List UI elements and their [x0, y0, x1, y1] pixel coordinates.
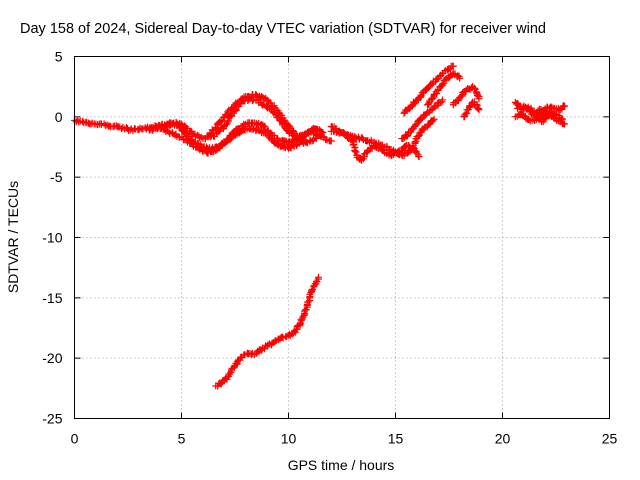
data-marker-run — [551, 104, 563, 114]
label-layer: 0 5 10 15 20 25 5 0 -5 -10 -15 -20 -25 — [42, 49, 617, 447]
data-marker-run — [297, 307, 309, 323]
data-marker-run — [405, 124, 417, 136]
data-point — [561, 120, 569, 128]
series-trace-d — [203, 91, 325, 147]
series-trace-n — [513, 102, 566, 126]
y-tick-label: -20 — [42, 350, 62, 366]
series-trace-i — [424, 69, 464, 109]
data-point — [475, 106, 483, 114]
data-marker-run — [222, 102, 238, 119]
data-point — [558, 115, 566, 123]
series-trace-h — [400, 62, 457, 117]
data-marker-run — [473, 102, 482, 113]
data-point — [430, 115, 438, 123]
data-marker-run — [213, 114, 228, 131]
data-marker-run — [221, 111, 235, 129]
data-marker-run — [219, 373, 231, 384]
data-marker-run — [408, 97, 420, 110]
data-marker-run — [253, 92, 270, 102]
data-marker-run — [94, 120, 120, 131]
series-trace-j — [449, 83, 483, 109]
data-marker-run — [230, 128, 244, 139]
data-marker-run — [545, 103, 556, 112]
data-point — [308, 137, 316, 145]
series-trace-k — [460, 98, 483, 121]
x-tick-label: 5 — [178, 431, 186, 447]
data-marker-run — [189, 130, 205, 142]
data-marker-run — [383, 143, 398, 155]
data-marker-run — [214, 379, 225, 390]
y-tick-label: -5 — [50, 169, 63, 185]
data-point — [327, 137, 335, 145]
data-point — [449, 62, 457, 70]
data-point — [439, 96, 447, 104]
data-marker-run — [258, 100, 274, 112]
data-marker-run — [450, 95, 463, 107]
y-tick-label: -10 — [42, 230, 62, 246]
series-trace-g — [398, 96, 447, 143]
x-tick-label: 20 — [495, 431, 511, 447]
x-tick-label: 25 — [602, 431, 618, 447]
y-tick-label: -25 — [42, 411, 62, 427]
data-point — [456, 74, 464, 82]
data-marker-run — [420, 83, 433, 95]
data-marker-run — [286, 141, 300, 152]
series-trace-o — [212, 273, 322, 390]
data-marker-run — [419, 110, 430, 122]
data-marker-run — [558, 102, 567, 113]
data-layer — [71, 62, 569, 390]
data-marker-run — [427, 117, 437, 126]
data-point — [415, 153, 423, 161]
plot-frame — [74, 56, 610, 419]
y-tick-label: -15 — [42, 290, 62, 306]
data-marker-run — [225, 363, 238, 378]
data-marker-run — [265, 132, 281, 148]
data-marker-run — [457, 88, 469, 100]
x-tick-label: 0 — [71, 431, 79, 447]
x-axis-label: GPS time / hours — [288, 457, 395, 473]
data-marker-run — [264, 339, 276, 349]
data-marker-run — [256, 127, 269, 137]
series-trace-f — [327, 115, 438, 159]
data-point — [475, 95, 483, 103]
data-marker-run — [438, 75, 450, 90]
data-marker-run — [401, 104, 413, 116]
data-marker-run — [284, 120, 298, 137]
y-tick-label: 5 — [55, 49, 63, 65]
chart-title: Day 158 of 2024, Sidereal Day-to-day VTE… — [20, 21, 546, 37]
data-marker-run — [293, 131, 306, 145]
data-marker-run — [399, 131, 411, 142]
x-tick-label: 15 — [388, 431, 404, 447]
data-marker-run — [194, 144, 210, 156]
y-axis-label: SDTVAR / TECUs — [5, 181, 21, 293]
data-marker-run — [72, 116, 98, 128]
data-marker-run — [351, 133, 366, 143]
data-point — [561, 102, 569, 110]
data-point — [314, 273, 322, 281]
data-marker-run — [401, 146, 416, 157]
y-tick-label: 0 — [55, 109, 63, 125]
data-point — [317, 130, 325, 138]
data-marker-run — [210, 124, 227, 140]
x-tick-label: 10 — [281, 431, 297, 447]
data-marker-run — [293, 319, 304, 331]
data-marker-run — [433, 71, 445, 83]
data-marker-run — [275, 109, 290, 127]
data-marker-run — [221, 134, 235, 147]
grid-layer — [74, 56, 610, 419]
data-marker-run — [540, 110, 552, 124]
